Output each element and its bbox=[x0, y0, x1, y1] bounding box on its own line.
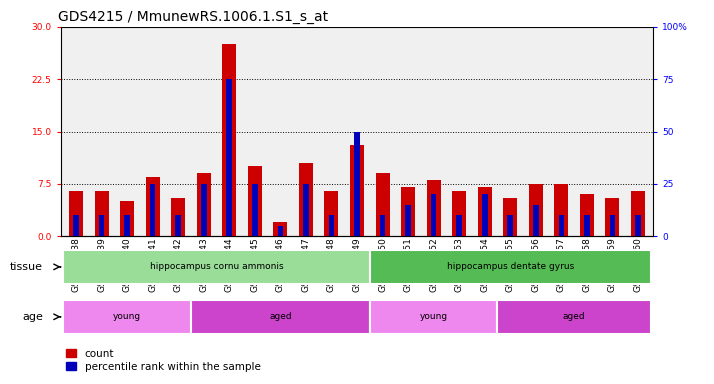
Bar bbox=[201, 184, 206, 236]
Bar bbox=[631, 191, 645, 236]
Bar bbox=[350, 146, 364, 236]
Bar bbox=[328, 215, 334, 236]
Bar bbox=[278, 226, 283, 236]
Text: hippocampus cornu ammonis: hippocampus cornu ammonis bbox=[150, 262, 283, 271]
Bar bbox=[354, 131, 360, 236]
Text: GDS4215 / MmunewRS.1006.1.S1_s_at: GDS4215 / MmunewRS.1006.1.S1_s_at bbox=[58, 10, 328, 25]
Bar bbox=[248, 166, 262, 236]
Bar bbox=[376, 174, 390, 236]
Bar bbox=[303, 184, 308, 236]
Bar bbox=[150, 184, 156, 236]
Bar bbox=[610, 215, 615, 236]
Bar bbox=[299, 163, 313, 236]
Bar bbox=[370, 250, 650, 284]
Bar bbox=[533, 205, 538, 236]
Bar bbox=[191, 300, 370, 334]
Text: young: young bbox=[113, 312, 141, 321]
Bar bbox=[584, 215, 590, 236]
Bar bbox=[635, 215, 640, 236]
Bar bbox=[452, 191, 466, 236]
Bar bbox=[580, 194, 594, 236]
Bar bbox=[64, 300, 191, 334]
Bar bbox=[99, 215, 104, 236]
Bar bbox=[478, 187, 492, 236]
Bar bbox=[498, 300, 650, 334]
Bar bbox=[252, 184, 258, 236]
Bar bbox=[456, 215, 462, 236]
Bar bbox=[406, 205, 411, 236]
Bar bbox=[426, 180, 441, 236]
Text: aged: aged bbox=[269, 312, 292, 321]
Bar bbox=[226, 79, 232, 236]
Bar bbox=[74, 215, 79, 236]
Text: aged: aged bbox=[563, 312, 585, 321]
Bar bbox=[401, 187, 415, 236]
Bar bbox=[146, 177, 160, 236]
Bar bbox=[69, 191, 83, 236]
Text: young: young bbox=[420, 312, 448, 321]
Bar bbox=[508, 215, 513, 236]
Bar bbox=[370, 300, 498, 334]
Bar bbox=[176, 215, 181, 236]
Bar bbox=[197, 174, 211, 236]
Bar bbox=[558, 215, 564, 236]
Bar bbox=[273, 222, 288, 236]
Bar bbox=[171, 198, 185, 236]
Text: age: age bbox=[22, 312, 43, 322]
Legend: count, percentile rank within the sample: count, percentile rank within the sample bbox=[66, 349, 261, 372]
Bar bbox=[380, 215, 386, 236]
Text: tissue: tissue bbox=[10, 262, 43, 272]
Bar bbox=[124, 215, 130, 236]
Text: hippocampus dentate gyrus: hippocampus dentate gyrus bbox=[447, 262, 574, 271]
Bar bbox=[503, 198, 517, 236]
Bar bbox=[529, 184, 543, 236]
Bar bbox=[482, 194, 488, 236]
Bar bbox=[605, 198, 620, 236]
Bar bbox=[222, 44, 236, 236]
Bar bbox=[324, 191, 338, 236]
Bar bbox=[554, 184, 568, 236]
Bar bbox=[94, 191, 109, 236]
Bar bbox=[64, 250, 370, 284]
Bar bbox=[120, 201, 134, 236]
Bar bbox=[431, 194, 436, 236]
